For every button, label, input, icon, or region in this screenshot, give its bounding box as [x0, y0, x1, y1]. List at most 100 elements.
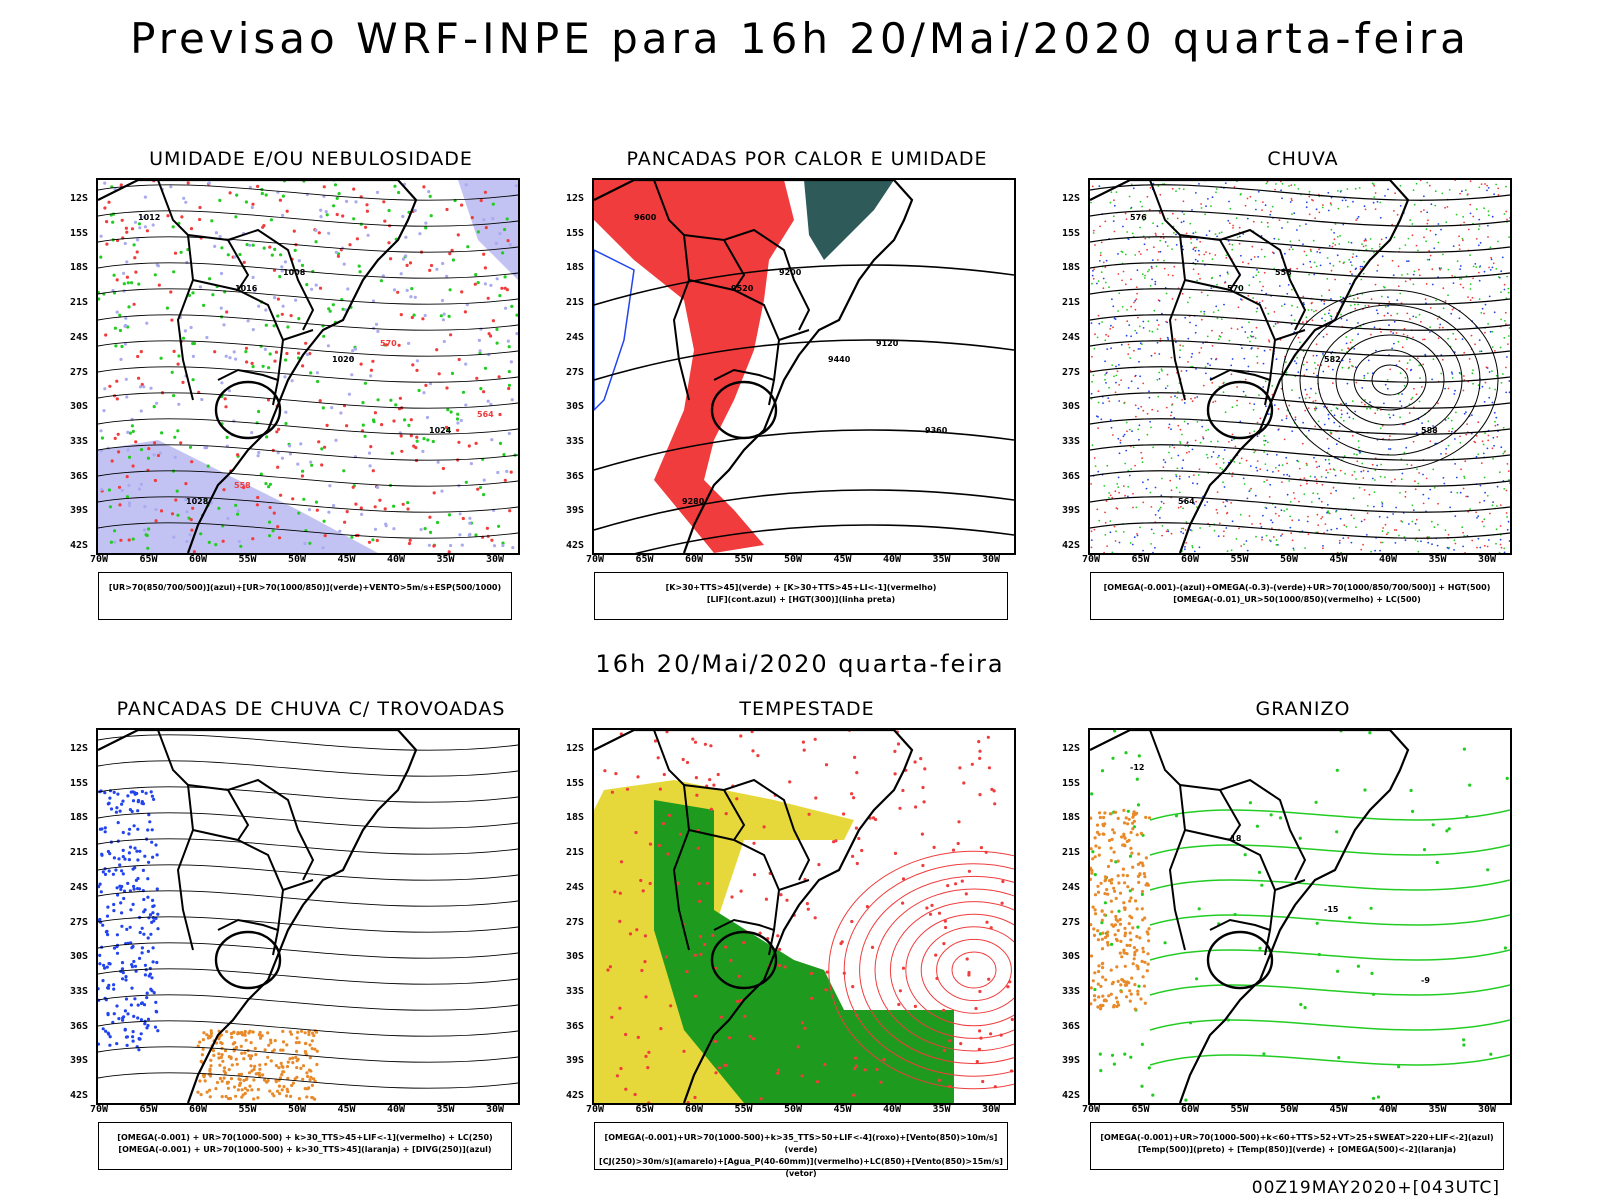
- field-dot: [264, 193, 268, 197]
- field-dot: [1315, 354, 1318, 357]
- field-dot: [1478, 501, 1481, 504]
- field-dot: [1157, 185, 1160, 187]
- field-dot: [1137, 984, 1141, 988]
- field-dot: [1237, 286, 1239, 289]
- field-dot: [507, 345, 511, 349]
- field-dot: [137, 1048, 141, 1052]
- field-dot: [1269, 483, 1272, 486]
- field-dot: [135, 250, 139, 254]
- field-dot: [267, 366, 271, 370]
- field-dot: [1146, 412, 1149, 415]
- lat-tick-label: 24S: [566, 881, 585, 893]
- field-dot: [1296, 306, 1299, 308]
- field-dot: [1178, 491, 1181, 494]
- coastline: [594, 180, 914, 553]
- field-dot: [743, 1014, 747, 1018]
- contour-label: 558: [234, 481, 251, 490]
- field-dot: [618, 1006, 622, 1010]
- lon-tick-label: 55W: [734, 554, 753, 565]
- field-dot: [1150, 528, 1153, 531]
- field-dot: [1452, 282, 1455, 284]
- field-dot: [482, 390, 486, 394]
- field-dot: [468, 532, 472, 536]
- field-dot: [1098, 519, 1101, 522]
- field-dot: [1305, 254, 1308, 257]
- field-dot: [1112, 326, 1114, 329]
- field-dot: [1093, 528, 1096, 531]
- field-dot: [693, 740, 698, 744]
- field-dot: [1167, 338, 1170, 341]
- field-dot: [1291, 430, 1294, 432]
- field-dot: [1159, 517, 1161, 519]
- field-dot: [1425, 228, 1428, 231]
- field-dot: [1335, 489, 1337, 492]
- field-dot: [979, 846, 983, 850]
- field-dot: [1412, 189, 1415, 192]
- field-dot: [1491, 447, 1494, 450]
- field-dot: [1351, 400, 1354, 402]
- field-dot: [1119, 983, 1123, 987]
- field-dot: [119, 538, 123, 542]
- field-dot: [1142, 409, 1145, 412]
- field-dot: [1193, 503, 1196, 505]
- field-dot: [1220, 318, 1223, 320]
- field-dot: [1222, 391, 1225, 394]
- field-dot: [1156, 328, 1159, 330]
- field-dot: [276, 525, 280, 529]
- field-dot: [1142, 219, 1145, 222]
- country-border: [1219, 239, 1242, 291]
- field-dot: [451, 258, 455, 262]
- field-dot: [1190, 356, 1193, 358]
- field-dot: [191, 378, 195, 382]
- field-dot: [1123, 1052, 1127, 1056]
- field-dot: [268, 245, 272, 249]
- field-dot: [1182, 532, 1185, 535]
- field-dot: [1125, 952, 1129, 956]
- field-dot: [1475, 208, 1478, 211]
- field-dot: [624, 1032, 628, 1037]
- field-dot: [381, 274, 385, 278]
- field-dot: [1394, 192, 1396, 195]
- field-dot: [148, 966, 152, 971]
- field-dot: [1330, 409, 1333, 412]
- field-dot: [1142, 382, 1145, 385]
- field-dot: [978, 793, 982, 797]
- field-dot: [1373, 196, 1376, 198]
- field-dot: [1305, 462, 1308, 465]
- field-dot: [1376, 464, 1378, 467]
- field-dot: [1103, 811, 1107, 815]
- field-dot: [1133, 983, 1137, 987]
- field-dot: [501, 543, 505, 548]
- field-dot: [1265, 292, 1268, 295]
- field-dot: [1314, 399, 1317, 402]
- field-dot: [184, 200, 188, 204]
- field-dot: [259, 472, 263, 476]
- mid-subtitle: 16h 20/Mai/2020 quarta-feira: [595, 650, 1005, 678]
- field-dot: [1271, 385, 1274, 387]
- field-dot: [1192, 268, 1195, 271]
- field-dot: [1335, 768, 1339, 772]
- field-dot: [1157, 324, 1160, 326]
- field-dot: [257, 409, 261, 414]
- field-dot: [1302, 295, 1305, 298]
- field-dot: [424, 383, 428, 387]
- field-dot: [1406, 335, 1409, 337]
- field-dot: [279, 253, 283, 257]
- field-dot: [1271, 205, 1274, 208]
- field-dot: [350, 535, 354, 539]
- field-dot: [1225, 254, 1228, 257]
- field-dot: [118, 313, 122, 317]
- field-dot: [257, 304, 261, 308]
- country-border: [653, 730, 811, 881]
- field-dot: [1311, 319, 1314, 322]
- field-dot: [871, 816, 876, 820]
- field-dot: [129, 908, 133, 912]
- field-dot: [1417, 249, 1419, 252]
- field-dot: [1471, 414, 1473, 416]
- field-dot: [1458, 317, 1461, 320]
- field-dot: [1128, 854, 1133, 858]
- field-dot: [1505, 366, 1507, 369]
- field-dot: [1118, 891, 1123, 895]
- field-dot: [1336, 254, 1339, 257]
- field-dot: [244, 200, 248, 204]
